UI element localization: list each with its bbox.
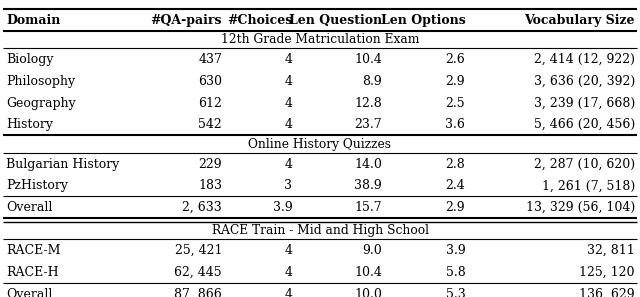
Text: 5.8: 5.8 xyxy=(445,266,465,279)
Text: 14.0: 14.0 xyxy=(354,158,382,171)
Text: 2.6: 2.6 xyxy=(445,53,465,66)
Text: 125, 120: 125, 120 xyxy=(579,266,635,279)
Text: 32, 811: 32, 811 xyxy=(587,244,635,257)
Text: 3: 3 xyxy=(285,179,292,192)
Text: Bulgarian History: Bulgarian History xyxy=(6,158,120,171)
Text: 13, 329 (56, 104): 13, 329 (56, 104) xyxy=(525,201,635,214)
Text: 2.4: 2.4 xyxy=(445,179,465,192)
Text: 5, 466 (20, 456): 5, 466 (20, 456) xyxy=(534,118,635,131)
Text: 12.8: 12.8 xyxy=(355,97,382,110)
Text: 2, 414 (12, 922): 2, 414 (12, 922) xyxy=(534,53,635,66)
Text: RACE-H: RACE-H xyxy=(6,266,59,279)
Text: 10.4: 10.4 xyxy=(354,53,382,66)
Text: 3, 636 (20, 392): 3, 636 (20, 392) xyxy=(534,75,635,88)
Text: 4: 4 xyxy=(285,75,292,88)
Text: 2, 287 (10, 620): 2, 287 (10, 620) xyxy=(534,158,635,171)
Text: 15.7: 15.7 xyxy=(355,201,382,214)
Text: 136, 629: 136, 629 xyxy=(579,287,635,297)
Text: 3.6: 3.6 xyxy=(445,118,465,131)
Text: #QA-pairs: #QA-pairs xyxy=(150,14,222,27)
Text: History: History xyxy=(6,118,53,131)
Text: Len Options: Len Options xyxy=(381,14,465,27)
Text: 23.7: 23.7 xyxy=(355,118,382,131)
Text: 4: 4 xyxy=(285,158,292,171)
Text: PzHistory: PzHistory xyxy=(6,179,68,192)
Text: Len Question: Len Question xyxy=(289,14,382,27)
Text: 4: 4 xyxy=(285,53,292,66)
Text: Vocabulary Size: Vocabulary Size xyxy=(524,14,635,27)
Text: 2.9: 2.9 xyxy=(445,75,465,88)
Text: 3.9: 3.9 xyxy=(273,201,292,214)
Text: 612: 612 xyxy=(198,97,222,110)
Text: 1, 261 (7, 518): 1, 261 (7, 518) xyxy=(541,179,635,192)
Text: Overall: Overall xyxy=(6,287,52,297)
Text: Domain: Domain xyxy=(6,14,61,27)
Text: 630: 630 xyxy=(198,75,222,88)
Text: 437: 437 xyxy=(198,53,222,66)
Text: 4: 4 xyxy=(285,244,292,257)
Text: 4: 4 xyxy=(285,287,292,297)
Text: 229: 229 xyxy=(198,158,222,171)
Text: 5.3: 5.3 xyxy=(445,287,465,297)
Text: 542: 542 xyxy=(198,118,222,131)
Text: 3, 239 (17, 668): 3, 239 (17, 668) xyxy=(534,97,635,110)
Text: 25, 421: 25, 421 xyxy=(175,244,222,257)
Text: Biology: Biology xyxy=(6,53,54,66)
Text: RACE-M: RACE-M xyxy=(6,244,61,257)
Text: 2, 633: 2, 633 xyxy=(182,201,222,214)
Text: #Choices: #Choices xyxy=(227,14,292,27)
Text: Philosophy: Philosophy xyxy=(6,75,76,88)
Text: 4: 4 xyxy=(285,266,292,279)
Text: RACE Train - Mid and High School: RACE Train - Mid and High School xyxy=(211,224,429,237)
Text: 38.9: 38.9 xyxy=(355,179,382,192)
Text: 87, 866: 87, 866 xyxy=(174,287,222,297)
Text: Geography: Geography xyxy=(6,97,76,110)
Text: Online History Quizzes: Online History Quizzes xyxy=(248,138,392,151)
Text: 10.4: 10.4 xyxy=(354,266,382,279)
Text: 2.5: 2.5 xyxy=(445,97,465,110)
Text: 4: 4 xyxy=(285,118,292,131)
Text: 3.9: 3.9 xyxy=(445,244,465,257)
Text: 2.8: 2.8 xyxy=(445,158,465,171)
Text: 10.0: 10.0 xyxy=(354,287,382,297)
Text: 8.9: 8.9 xyxy=(362,75,382,88)
Text: Overall: Overall xyxy=(6,201,52,214)
Text: 62, 445: 62, 445 xyxy=(175,266,222,279)
Text: 9.0: 9.0 xyxy=(362,244,382,257)
Text: 2.9: 2.9 xyxy=(445,201,465,214)
Text: 183: 183 xyxy=(198,179,222,192)
Text: 12th Grade Matriculation Exam: 12th Grade Matriculation Exam xyxy=(221,33,419,46)
Text: 4: 4 xyxy=(285,97,292,110)
